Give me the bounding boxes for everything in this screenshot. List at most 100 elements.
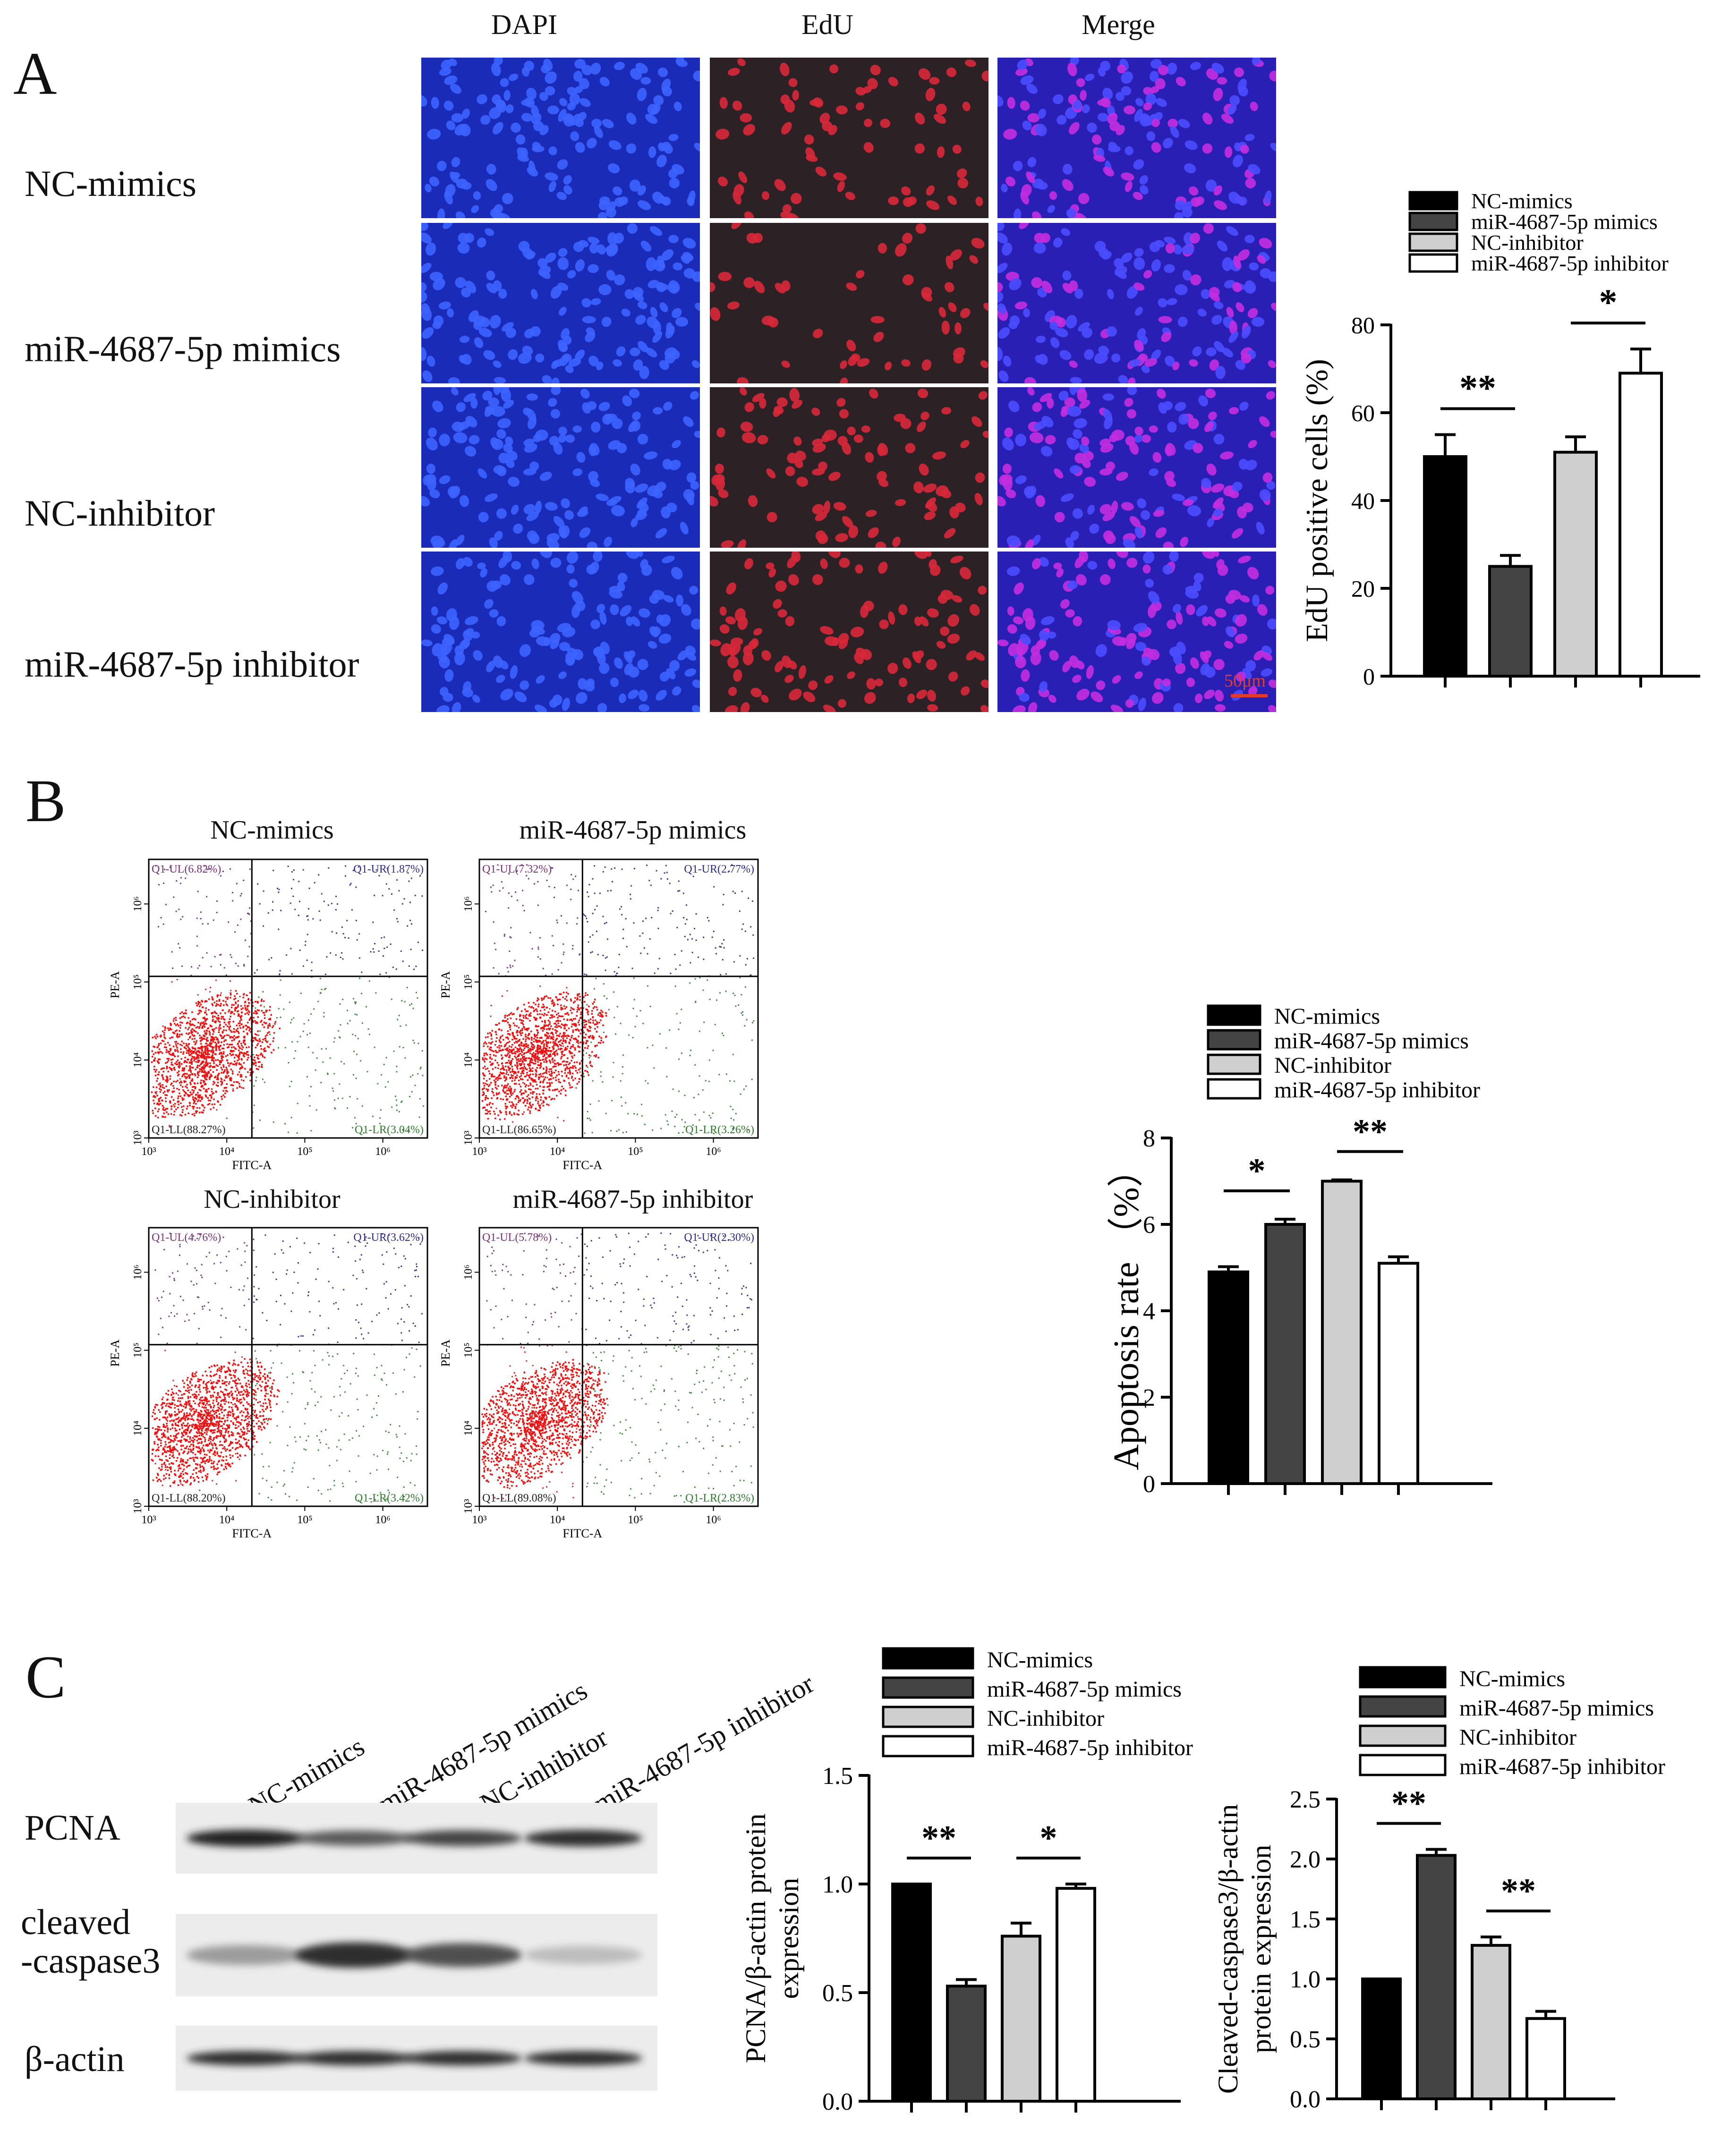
event-dot — [341, 926, 343, 928]
event-dot — [529, 1019, 531, 1022]
event-dot — [502, 1089, 504, 1091]
event-dot — [355, 1002, 357, 1003]
event-dot — [592, 1080, 594, 1082]
event-dot — [603, 983, 605, 985]
event-dot — [542, 1030, 544, 1032]
cell-nucleus — [676, 594, 683, 607]
cell-nucleus — [486, 179, 497, 191]
cell-nucleus — [496, 616, 506, 627]
event-dot — [576, 1028, 579, 1030]
event-dot — [530, 1084, 532, 1086]
cell-nucleus — [669, 660, 680, 671]
cell-nucleus — [1076, 574, 1087, 586]
cell-nucleus — [1065, 314, 1077, 329]
cell-nucleus — [643, 451, 658, 460]
event-dot — [216, 912, 218, 913]
event-dot — [170, 1068, 171, 1070]
event-dot — [590, 952, 592, 953]
cell-nucleus — [1125, 699, 1134, 708]
cell-nucleus — [514, 691, 527, 703]
event-dot — [647, 985, 648, 987]
event-dot — [587, 1040, 588, 1042]
cell-nucleus — [454, 645, 464, 656]
cell-nucleus — [1240, 144, 1249, 154]
event-dot — [267, 1032, 269, 1034]
event-dot — [518, 1058, 520, 1060]
event-dot — [200, 1022, 203, 1024]
event-dot — [184, 1076, 186, 1078]
event-dot — [557, 1045, 559, 1048]
cell-nucleus — [1241, 325, 1251, 339]
event-dot — [553, 1065, 555, 1067]
cell-nucleus — [656, 282, 666, 292]
cell-nucleus — [588, 264, 599, 273]
cell-nucleus — [630, 616, 640, 627]
event-dot — [509, 936, 511, 938]
cell-nucleus — [944, 528, 956, 539]
cell-nucleus — [1182, 270, 1192, 281]
event-dot — [355, 1078, 357, 1079]
event-dot — [485, 910, 487, 912]
event-dot — [221, 1053, 223, 1055]
event-dot — [222, 1047, 225, 1050]
event-dot — [207, 1056, 209, 1059]
event-dot — [185, 1061, 187, 1063]
event-dot — [531, 1045, 533, 1047]
event-dot — [414, 1085, 416, 1086]
event-dot — [240, 893, 242, 895]
cell-nucleus — [914, 552, 928, 559]
event-dot — [175, 1041, 178, 1043]
event-dot — [231, 1044, 233, 1045]
cell-nucleus — [1095, 644, 1107, 657]
event-dot — [246, 994, 247, 996]
event-dot — [217, 1059, 219, 1061]
cell-nucleus — [459, 124, 471, 136]
event-dot — [522, 1059, 524, 1061]
event-dot — [238, 1041, 240, 1043]
event-dot — [272, 909, 273, 911]
event-dot — [526, 1069, 528, 1070]
cell-nucleus — [539, 92, 548, 101]
event-dot — [218, 1029, 220, 1031]
event-dot — [255, 1080, 257, 1082]
event-dot — [486, 1109, 488, 1111]
cell-nucleus — [582, 316, 596, 323]
event-dot — [694, 928, 695, 930]
cell-nucleus — [820, 558, 828, 569]
cell-nucleus — [1148, 591, 1160, 604]
cell-nucleus — [957, 168, 967, 178]
event-dot — [188, 1077, 191, 1079]
event-dot — [490, 886, 492, 888]
event-dot — [204, 1048, 206, 1051]
event-dot — [494, 1113, 496, 1115]
event-dot — [493, 1094, 495, 1096]
event-dot — [335, 895, 337, 897]
event-dot — [234, 1008, 236, 1010]
cell-nucleus — [726, 582, 736, 595]
event-dot — [230, 1031, 232, 1033]
cell-nucleus — [997, 639, 1009, 646]
event-dot — [490, 1049, 492, 1051]
event-dot — [513, 1091, 515, 1093]
event-dot — [231, 1040, 233, 1042]
event-dot — [176, 880, 178, 882]
event-dot — [239, 1047, 240, 1049]
event-dot — [196, 1058, 197, 1060]
event-dot — [245, 1008, 247, 1010]
cell-nucleus — [477, 238, 486, 248]
event-dot — [212, 1057, 214, 1059]
event-dot — [253, 1059, 255, 1061]
event-dot — [548, 1028, 550, 1031]
event-dot — [164, 1094, 166, 1096]
cell-nucleus — [629, 388, 640, 399]
event-dot — [291, 871, 293, 873]
event-dot — [162, 1077, 164, 1078]
cell-nucleus — [1213, 659, 1225, 671]
event-dot — [189, 1069, 191, 1071]
event-dot — [265, 1022, 267, 1024]
event-dot — [345, 865, 347, 867]
event-dot — [256, 1034, 258, 1036]
cell-nucleus — [1150, 59, 1162, 69]
event-dot — [349, 884, 351, 886]
